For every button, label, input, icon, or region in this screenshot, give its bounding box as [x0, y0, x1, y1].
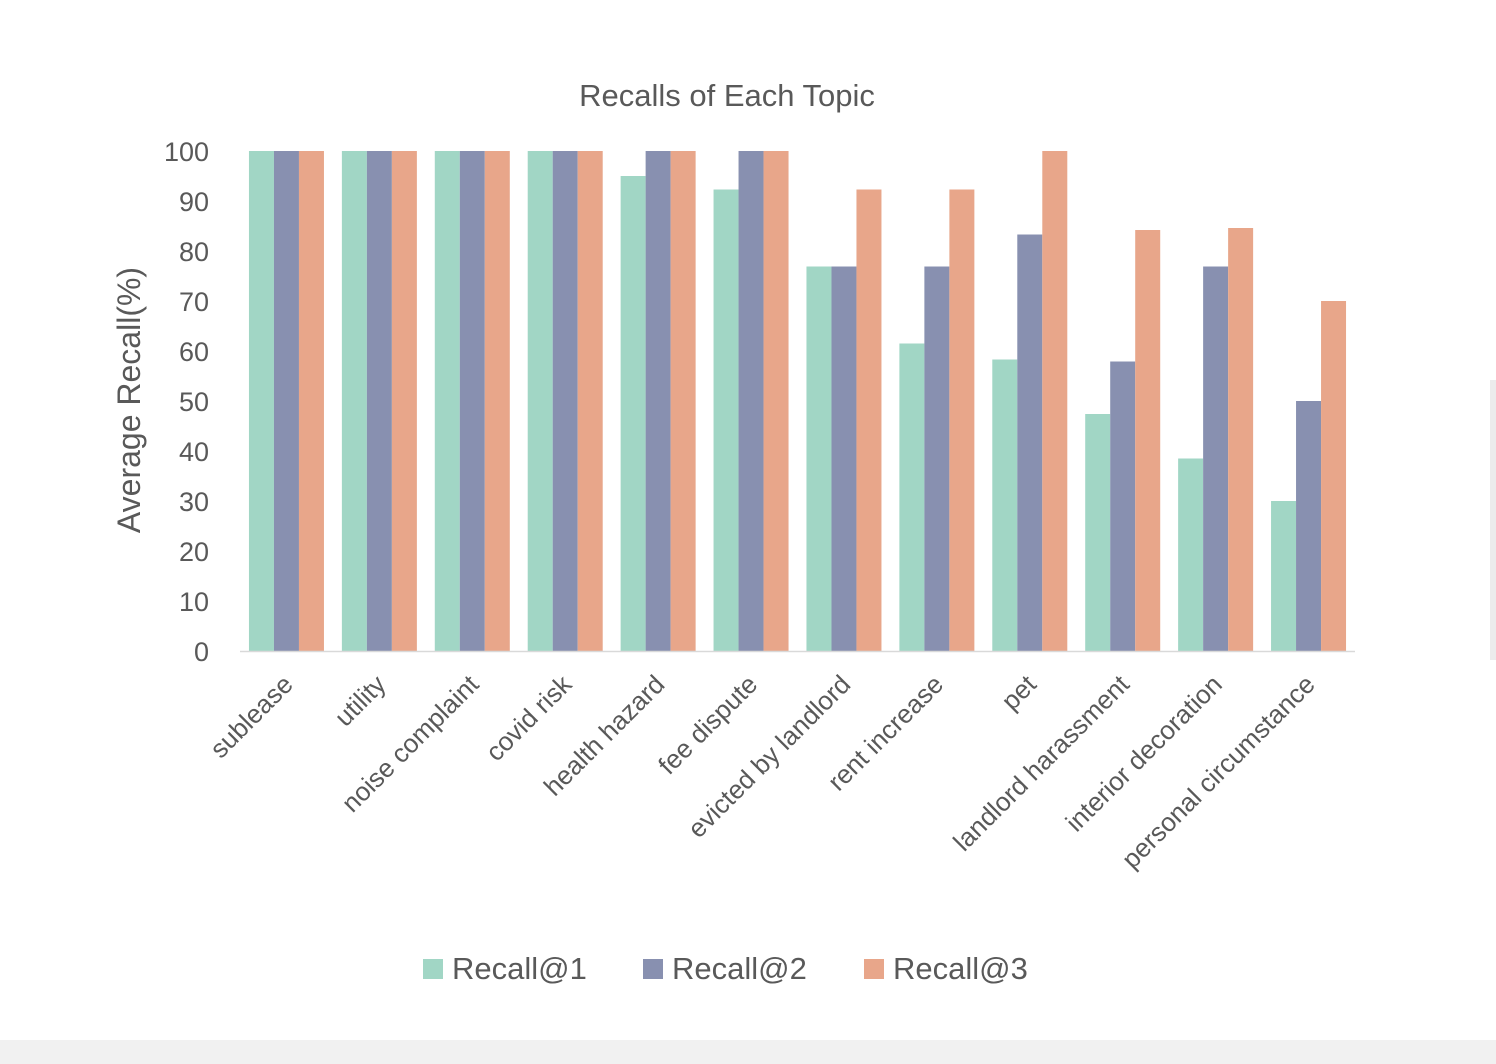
legend-swatch	[643, 959, 663, 979]
x-tick-label: evicted by landlord	[682, 669, 857, 844]
bar-recall-at-2-pet	[1017, 234, 1043, 651]
bar-recall-at-3-evicted-by-landlord	[856, 189, 882, 651]
legend-swatch	[864, 959, 884, 979]
bar-recall-at-2-interior-decoration	[1203, 266, 1229, 651]
bar-recall-at-1-sublease	[248, 151, 274, 651]
bar-recall-at-3-fee-dispute	[763, 151, 789, 651]
bar-recall-at-2-rent-increase	[924, 266, 950, 651]
y-tick-label: 100	[164, 137, 209, 167]
legend: Recall@1 Recall@2 Recall@3	[423, 951, 1028, 986]
legend-label: Recall@1	[452, 951, 587, 986]
legend-label: Recall@3	[893, 951, 1028, 986]
bar-recall-at-2-fee-dispute	[738, 151, 764, 651]
bar-recall-at-2-personal-circumstance	[1296, 401, 1322, 651]
legend-swatch	[423, 959, 443, 979]
bottom-strip	[0, 1040, 1496, 1064]
bar-recall-at-1-rent-increase	[899, 343, 925, 651]
x-tick-label: covid risk	[480, 668, 579, 767]
y-tick-label: 80	[179, 237, 209, 267]
bar-recall-at-2-sublease	[273, 151, 299, 651]
bar-recall-at-1-utility	[341, 151, 367, 651]
bar-recall-at-2-landlord-harassment	[1110, 361, 1136, 651]
bar-recall-at-3-pet	[1042, 151, 1068, 651]
bar-recall-at-2-noise-complaint	[459, 151, 485, 651]
bar-recall-at-2-covid-risk	[552, 151, 578, 651]
y-tick-label: 60	[179, 337, 209, 367]
bar-recall-at-1-pet	[992, 359, 1018, 651]
y-tick-label: 0	[194, 637, 209, 667]
bar-recall-at-1-noise-complaint	[434, 151, 460, 651]
chart-title: Recalls of Each Topic	[579, 78, 875, 113]
bar-recall-at-1-health-hazard	[620, 176, 646, 651]
bar-recall-at-3-landlord-harassment	[1135, 230, 1161, 651]
y-tick-label: 10	[179, 587, 209, 617]
bar-recall-at-1-fee-dispute	[713, 189, 739, 651]
y-tick-label: 30	[179, 487, 209, 517]
y-tick-label: 40	[179, 437, 209, 467]
bar-recall-at-3-noise-complaint	[484, 151, 510, 651]
bar-recall-at-3-personal-circumstance	[1321, 301, 1347, 651]
y-axis-ticks: 0 10 20 30 40 50 60 70 80 90 100	[164, 137, 209, 667]
bar-recall-at-3-interior-decoration	[1228, 228, 1254, 651]
bar-recall-at-1-interior-decoration	[1178, 458, 1204, 651]
x-tick-label: landlord harassment	[947, 668, 1135, 856]
y-tick-label: 70	[179, 287, 209, 317]
bars-group	[248, 151, 1347, 651]
legend-label: Recall@2	[672, 951, 807, 986]
bar-recall-at-1-landlord-harassment	[1085, 414, 1111, 651]
x-tick-label: pet	[995, 668, 1042, 715]
x-tick-label: utility	[329, 669, 392, 732]
bar-recall-at-2-health-hazard	[645, 151, 671, 651]
x-tick-label: sublease	[204, 669, 299, 764]
y-axis-label: Average Recall(%)	[111, 267, 147, 533]
right-edge-mark	[1490, 380, 1496, 660]
bar-recall-at-3-health-hazard	[670, 151, 696, 651]
y-tick-label: 20	[179, 537, 209, 567]
x-tick-label: interior decoration	[1059, 669, 1227, 837]
bar-recall-at-1-evicted-by-landlord	[806, 266, 832, 651]
y-tick-label: 90	[179, 187, 209, 217]
bar-recall-at-1-covid-risk	[527, 151, 553, 651]
bar-recall-at-3-utility	[391, 151, 417, 651]
bar-recall-at-1-personal-circumstance	[1271, 501, 1297, 651]
bar-recall-at-3-sublease	[298, 151, 324, 651]
bar-recall-at-2-evicted-by-landlord	[831, 266, 857, 651]
y-tick-label: 50	[179, 387, 209, 417]
bar-recall-at-3-rent-increase	[949, 189, 975, 651]
bar-recall-at-3-covid-risk	[577, 151, 603, 651]
bar-recall-at-2-utility	[366, 151, 392, 651]
